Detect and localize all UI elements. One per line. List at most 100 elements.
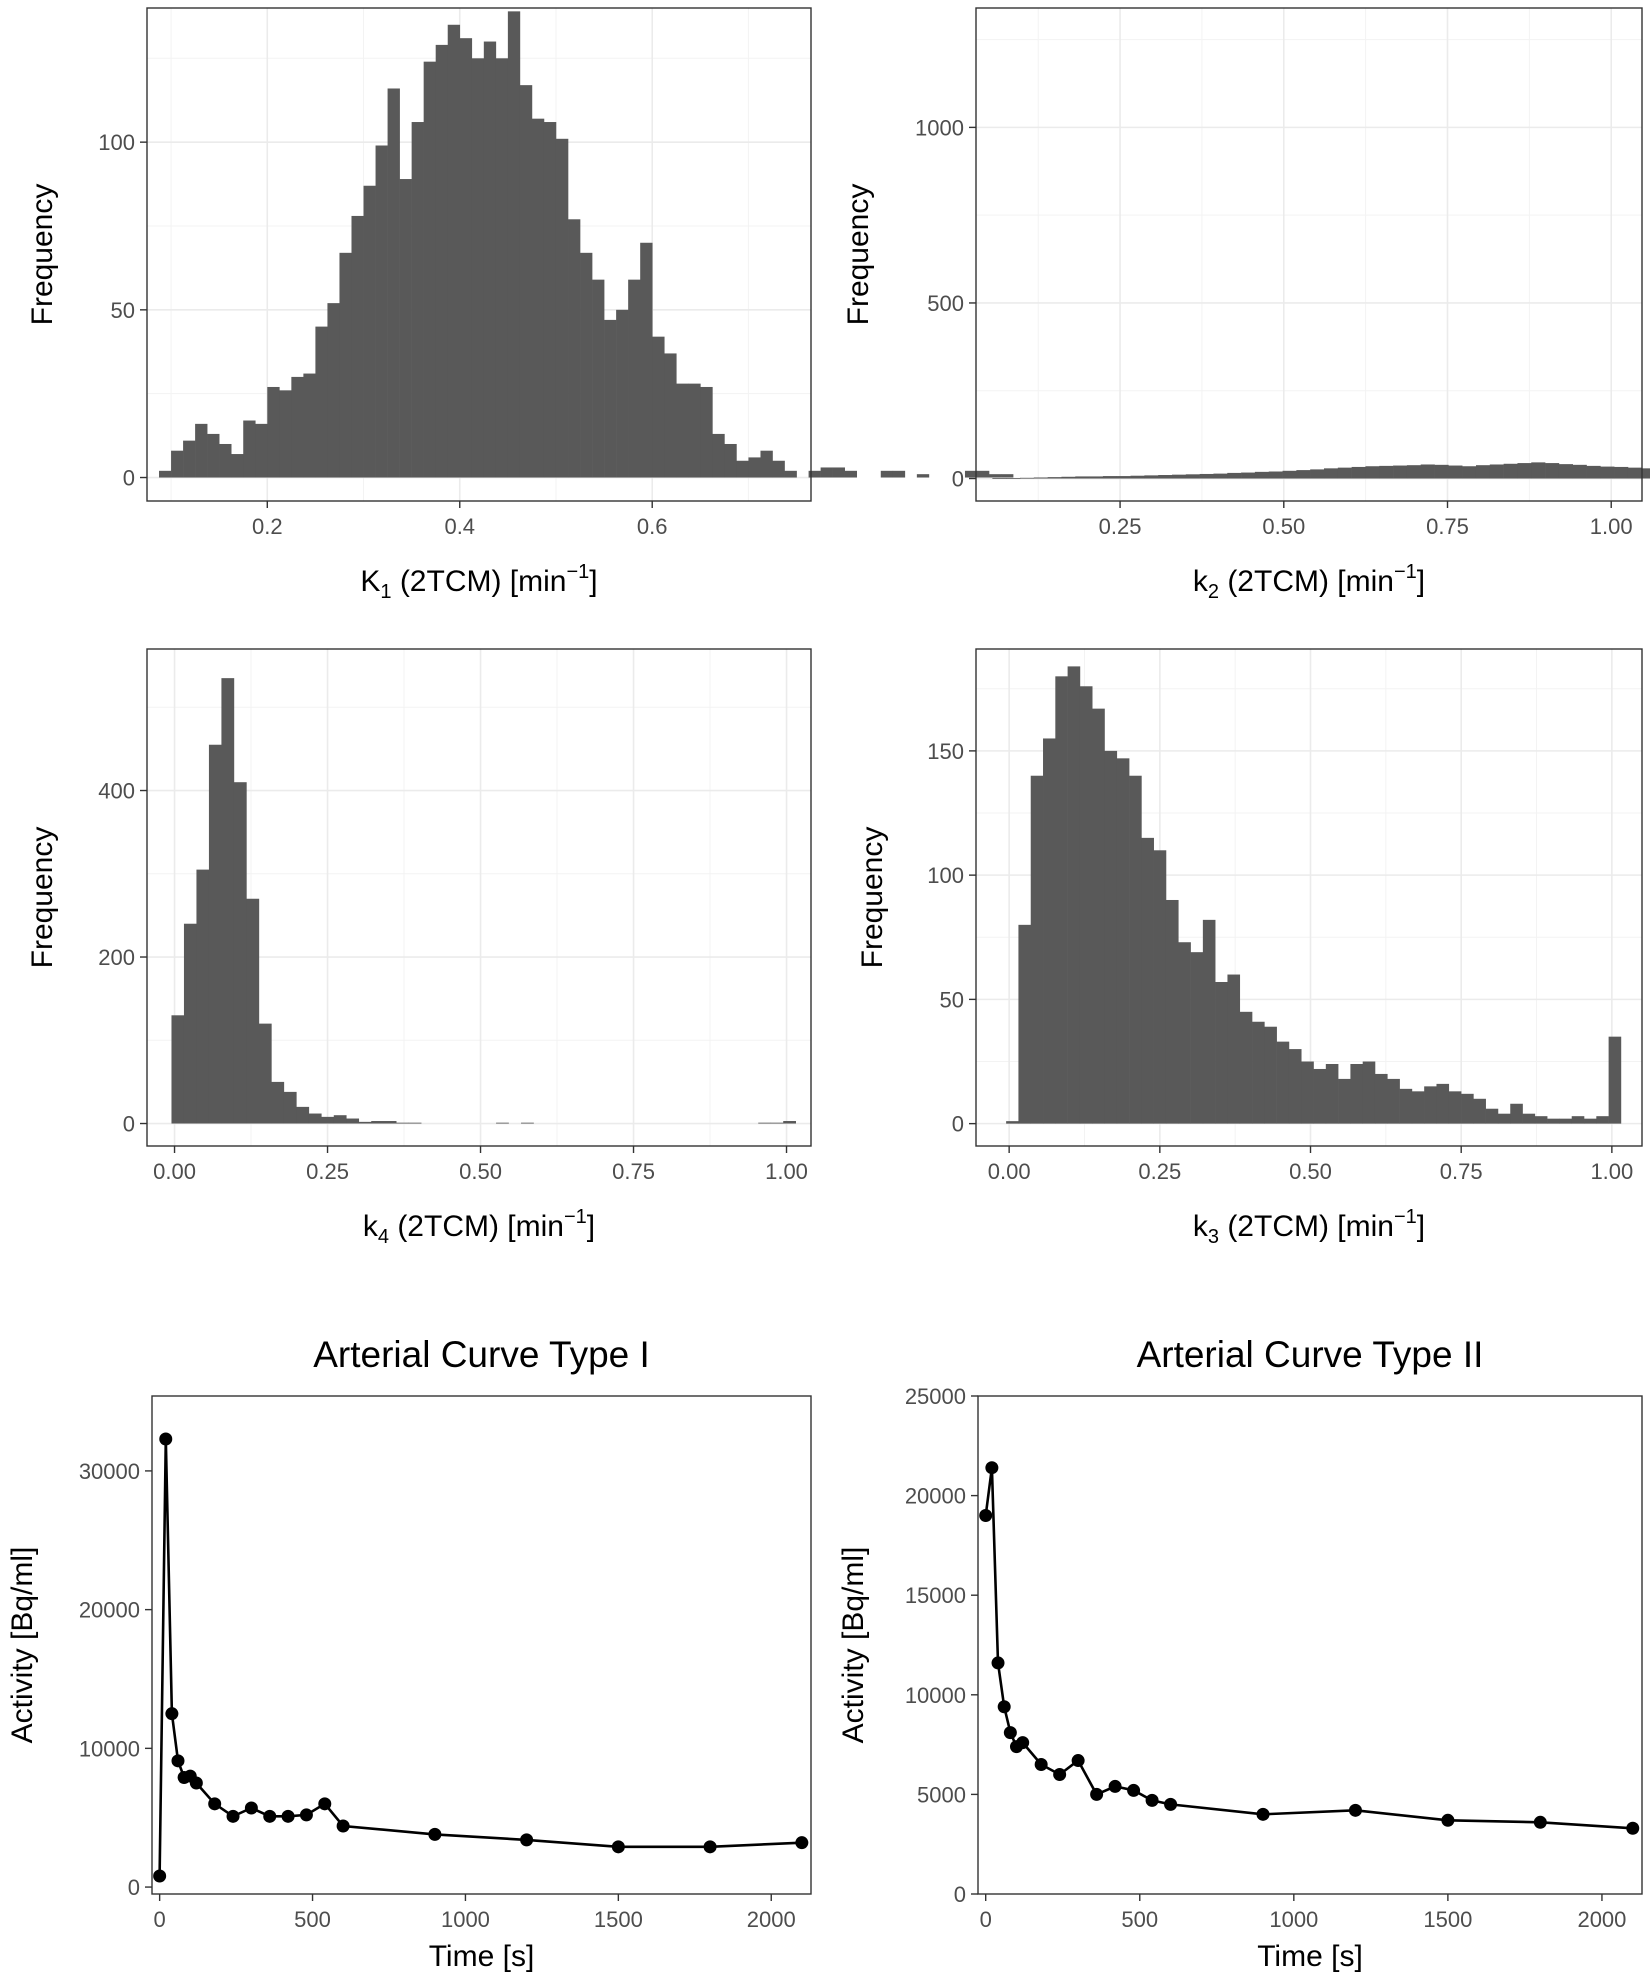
x-tick-label: 1500	[594, 1907, 643, 1932]
x-axis-title-superscript: −1	[564, 1206, 587, 1228]
panel-border	[151, 1395, 812, 1895]
histogram-bar	[1276, 1041, 1290, 1124]
panel-k2-histogram: 0.25 0.50 0.75 1.00 0 500 1000 k2 (2TCM) [min−1…	[842, 7, 1650, 603]
histogram-bar	[1055, 676, 1068, 1124]
histogram-bar	[1608, 1036, 1622, 1124]
histogram-bar	[1067, 666, 1081, 1124]
histogram-bar	[568, 219, 581, 478]
histogram-bar	[159, 470, 172, 478]
histogram-bar	[688, 383, 701, 478]
histogram-bar	[408, 1122, 422, 1124]
x-tick-label: 500	[294, 1907, 331, 1932]
histogram-bar	[1001, 474, 1014, 478]
x-tick-label: 1000	[1269, 1907, 1318, 1932]
histogram-bar	[1393, 465, 1408, 479]
bars	[171, 678, 797, 1124]
y-tick-label: 20000	[905, 1484, 966, 1509]
panel-border	[146, 648, 812, 1147]
histogram-bar	[333, 1115, 347, 1124]
x-tick-label: 0.00	[153, 1159, 196, 1184]
histogram-bar	[1434, 464, 1449, 479]
y-tick-label: 200	[98, 945, 135, 970]
data-point	[165, 1707, 179, 1721]
histogram-bar	[580, 252, 593, 478]
histogram-bar	[1485, 1108, 1499, 1124]
histogram-bar	[1387, 1078, 1400, 1124]
histogram-bar	[271, 1081, 285, 1124]
histogram-bar	[916, 474, 930, 478]
x-axis-title-bracket: ]	[587, 1210, 595, 1243]
histogram-bar	[1268, 471, 1283, 479]
histogram-bar	[1254, 471, 1270, 479]
histogram-bar	[1489, 464, 1504, 479]
histogram-bar	[1448, 1091, 1462, 1124]
y-tick-label: 50	[940, 987, 964, 1012]
histogram-bar	[1600, 466, 1615, 479]
y-tick-label: 100	[927, 863, 964, 888]
histogram-bar	[1522, 1113, 1536, 1124]
x-tick-label: 0.75	[1426, 514, 1469, 539]
histogram-bar	[1089, 476, 1104, 479]
histogram-bar	[1202, 919, 1216, 1124]
histogram-bar	[1079, 686, 1093, 1124]
panel-k3-histogram: 0.00 0.25 0.50 0.75 1.00 0 50 100 150 k3 (2TCM) […	[856, 648, 1643, 1248]
histogram-bar	[1282, 470, 1297, 479]
histogram-bar	[1092, 708, 1105, 1124]
histogram-bar	[423, 61, 436, 478]
histogram-bar	[1374, 1073, 1388, 1124]
histogram-bar	[1153, 850, 1167, 1124]
histogram-bar	[1313, 1068, 1327, 1124]
y-tick-label: 5000	[917, 1782, 966, 1807]
histogram-bar	[1141, 837, 1154, 1124]
data-point	[1256, 1807, 1270, 1821]
histogram-bar	[1264, 1026, 1277, 1124]
histogram-bar	[977, 470, 990, 478]
data-point	[1441, 1813, 1455, 1827]
histogram-bar	[183, 923, 197, 1124]
histogram-bar	[1075, 476, 1090, 479]
x-axis-title-symbol: K	[360, 565, 380, 598]
x-axis-title-superscript: −1	[1394, 561, 1417, 583]
histogram-bar	[459, 38, 473, 478]
histogram-bar	[770, 1122, 784, 1124]
histogram-bar	[1534, 1116, 1548, 1124]
grid	[976, 8, 1642, 501]
histogram-bar	[760, 450, 773, 478]
histogram-bar	[616, 309, 629, 478]
histogram-bar	[471, 58, 485, 478]
histogram-bar	[1365, 466, 1380, 479]
histogram-bar	[1614, 466, 1629, 479]
x-axis-title-symbol: k	[363, 1210, 379, 1243]
histogram-bar	[1558, 464, 1574, 479]
data-point	[1164, 1797, 1178, 1811]
data-point	[1533, 1815, 1547, 1829]
histogram-bar	[783, 1121, 797, 1124]
x-tick-label: 0.6	[637, 514, 668, 539]
data-point	[1145, 1793, 1159, 1807]
x-axis-title-text: (2TCM) [min	[389, 1210, 564, 1243]
x-tick-label: 0.4	[444, 514, 475, 539]
histogram-bar	[832, 467, 845, 478]
histogram-bar	[1252, 1021, 1265, 1124]
points	[979, 1461, 1640, 1835]
histogram-bar	[1129, 775, 1142, 1124]
y-tick-label: 400	[98, 779, 135, 804]
histogram-bar	[880, 470, 894, 478]
histogram-bar	[1350, 1063, 1364, 1124]
histogram-bar	[1158, 475, 1173, 479]
histogram-bar	[233, 782, 247, 1124]
histogram-bar	[351, 215, 364, 478]
histogram-bar	[1199, 473, 1214, 479]
histogram-bar	[1296, 470, 1311, 479]
data-point	[1034, 1758, 1048, 1772]
histogram-bar	[195, 423, 208, 478]
histogram-bar	[258, 1023, 272, 1124]
histogram-bar	[283, 1091, 297, 1124]
x-axis-title: Time [s]	[1257, 1940, 1363, 1973]
x-axis-title: k2 (2TCM) [min−1]	[1193, 561, 1425, 603]
histogram-bar	[1310, 469, 1325, 479]
histogram-bar	[784, 470, 797, 478]
histogram-bar	[196, 869, 210, 1124]
histogram-bar	[1213, 473, 1228, 479]
histogram-bar	[171, 1015, 185, 1124]
